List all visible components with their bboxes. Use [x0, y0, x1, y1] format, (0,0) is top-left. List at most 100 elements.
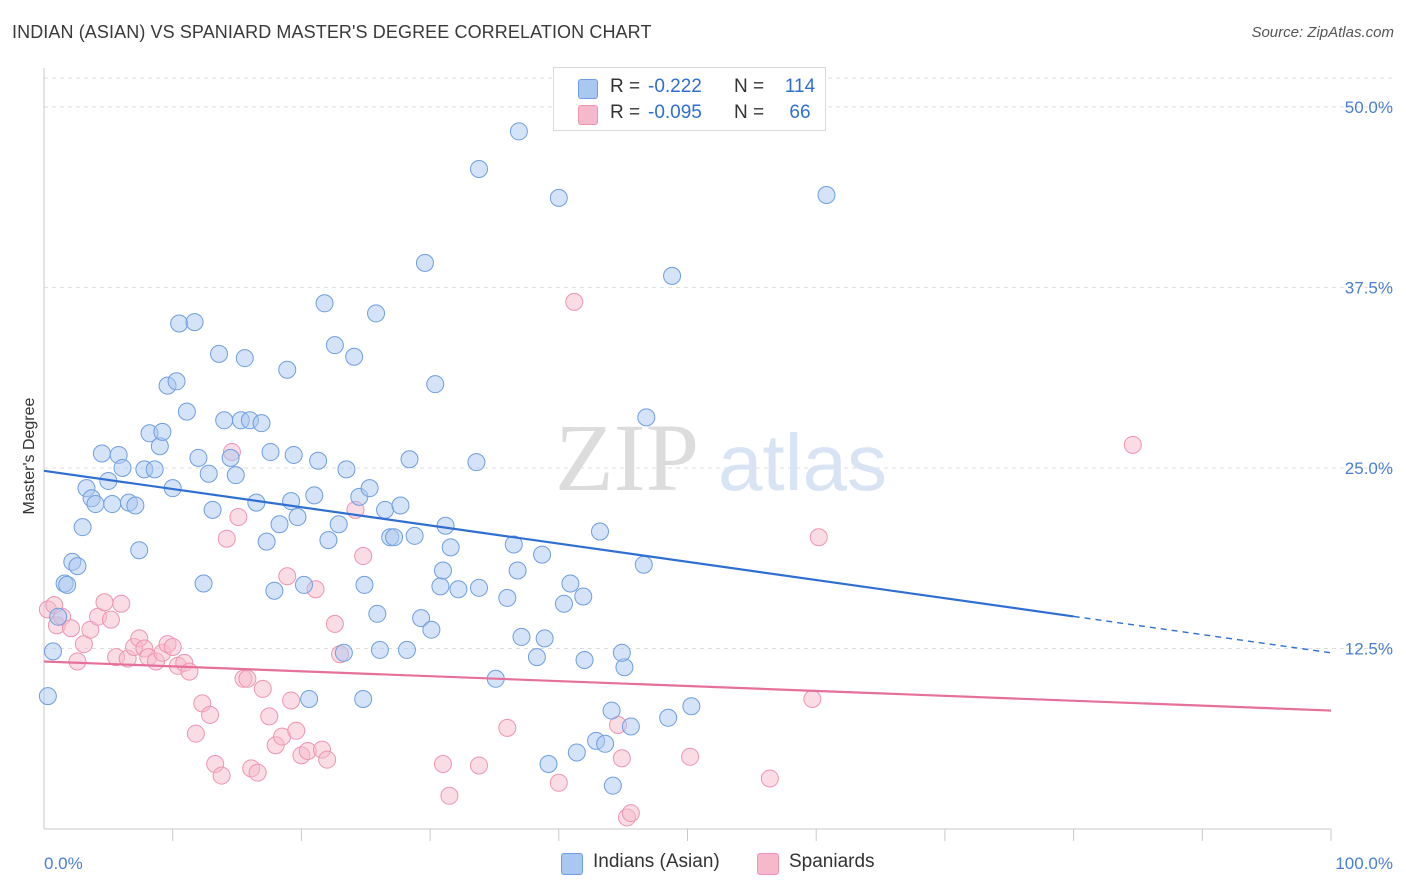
indians-asian-point	[368, 604, 387, 623]
indians-asian-point	[596, 734, 615, 753]
indians-asian-point	[433, 561, 452, 580]
indians-asian-point	[470, 578, 489, 597]
source-label: Source: ZipAtlas.com	[1251, 24, 1394, 41]
spaniards-point	[287, 721, 306, 740]
indians-asian-point	[252, 414, 271, 433]
spaniards-point	[278, 567, 297, 586]
indians-asian-point	[575, 651, 594, 670]
spaniards-trend-line	[43, 660, 1332, 712]
indians-asian-point	[170, 314, 189, 333]
indians-asian-point	[203, 500, 222, 519]
y-tick-label: 12.5%	[1345, 639, 1393, 658]
y-tick-label: 25.0%	[1345, 459, 1393, 478]
indians-asian-point	[86, 495, 105, 514]
spaniards-point	[180, 662, 199, 681]
legend-n-value: 114	[784, 76, 816, 97]
indians-asian-point	[467, 453, 486, 472]
spaniards-point	[549, 773, 568, 792]
indians-asian-point	[512, 627, 531, 646]
indians-asian-point	[185, 313, 204, 332]
spaniards-point	[238, 669, 257, 688]
indians-asian-point	[309, 451, 328, 470]
indians-asian-point	[194, 574, 213, 593]
spaniards-point	[253, 679, 272, 698]
y-tick-label: 50.0%	[1345, 98, 1393, 117]
indians-asian-point	[567, 743, 586, 762]
indians-asian-point	[498, 588, 517, 607]
indians-asian-point	[305, 486, 324, 505]
spaniards-point	[229, 508, 248, 527]
spaniards-point	[282, 691, 301, 710]
spaniards-point	[681, 747, 700, 766]
legend-r-value: -0.222	[648, 76, 702, 97]
legend-n-label: N =	[734, 76, 765, 97]
spaniards-point	[803, 690, 822, 709]
indians-asian-point	[603, 776, 622, 795]
indians-asian-point	[682, 697, 701, 716]
spaniards-point	[163, 638, 182, 657]
indians-asian-point	[470, 159, 489, 178]
indians-asian-point	[329, 515, 348, 534]
trend-lines	[43, 469, 1332, 712]
bottom-legend-label-indians: Indians (Asian)	[593, 851, 720, 872]
x-ticks	[172, 829, 1332, 841]
spaniards-point	[354, 547, 373, 566]
indians-asian-point	[270, 515, 289, 534]
watermark-zip: ZIP	[555, 404, 699, 511]
indians-asian-point	[68, 557, 87, 576]
legend-r-label: R =	[610, 76, 641, 97]
watermark-atlas: atlas	[718, 418, 887, 507]
indians-asian-point	[397, 640, 416, 659]
spaniards-point	[325, 614, 344, 633]
indians-asian-point	[817, 185, 836, 204]
bottom-legend-swatch-blue	[561, 853, 583, 875]
indians-asian-point	[405, 526, 424, 545]
indians-asian-point	[535, 629, 554, 648]
indians-asian-point	[561, 574, 580, 593]
spaniards-point	[612, 749, 631, 768]
indians-asian-point	[422, 620, 441, 639]
indians-asian-point	[235, 349, 254, 368]
indians-asian-point	[73, 518, 92, 537]
spaniards-point	[62, 619, 81, 638]
indians-asian-point	[355, 575, 374, 594]
indians-asian-point	[659, 708, 678, 727]
indians-asian-point	[334, 643, 353, 662]
indians-asian-point	[354, 690, 373, 709]
spaniards-point	[112, 594, 131, 613]
indians-asian-point	[315, 294, 334, 313]
indians-asian-trend-extension	[1073, 615, 1332, 654]
indians-asian-point	[103, 495, 122, 514]
indians-asian-point	[300, 690, 319, 709]
indians-asian-point	[360, 479, 379, 498]
spaniards-points	[38, 292, 1142, 827]
legend-n-label: N =	[734, 102, 765, 123]
indians-asian-point	[441, 538, 460, 557]
x-tick-label-max: 100.0%	[1335, 854, 1393, 873]
indians-asian-point	[92, 444, 111, 463]
indians-asian-point	[612, 643, 631, 662]
indians-asian-point	[337, 460, 356, 479]
indians-asian-point	[533, 545, 552, 564]
indians-asian-point	[278, 360, 297, 379]
indians-asian-point	[415, 253, 434, 272]
indians-asian-point	[391, 496, 410, 515]
indians-asian-point	[412, 609, 431, 628]
indians-asian-point	[153, 422, 172, 441]
indians-asian-point	[637, 408, 656, 427]
indians-asian-point	[385, 528, 404, 547]
indians-asian-point	[126, 496, 145, 515]
indians-asian-point	[319, 531, 338, 550]
correlation-legend: R = -0.222 N = 114 R = -0.095 N = 66	[553, 67, 826, 131]
indians-asian-point	[509, 122, 528, 141]
spaniards-point	[565, 292, 584, 311]
indians-asian-point	[504, 535, 523, 554]
spaniards-point	[318, 750, 337, 769]
indians-asian-point	[325, 336, 344, 355]
indians-asian-point	[400, 450, 419, 469]
indians-asian-point	[294, 575, 313, 594]
spaniards-point	[1123, 435, 1142, 454]
indians-asian-point	[345, 347, 364, 366]
indians-asian-point	[370, 640, 389, 659]
